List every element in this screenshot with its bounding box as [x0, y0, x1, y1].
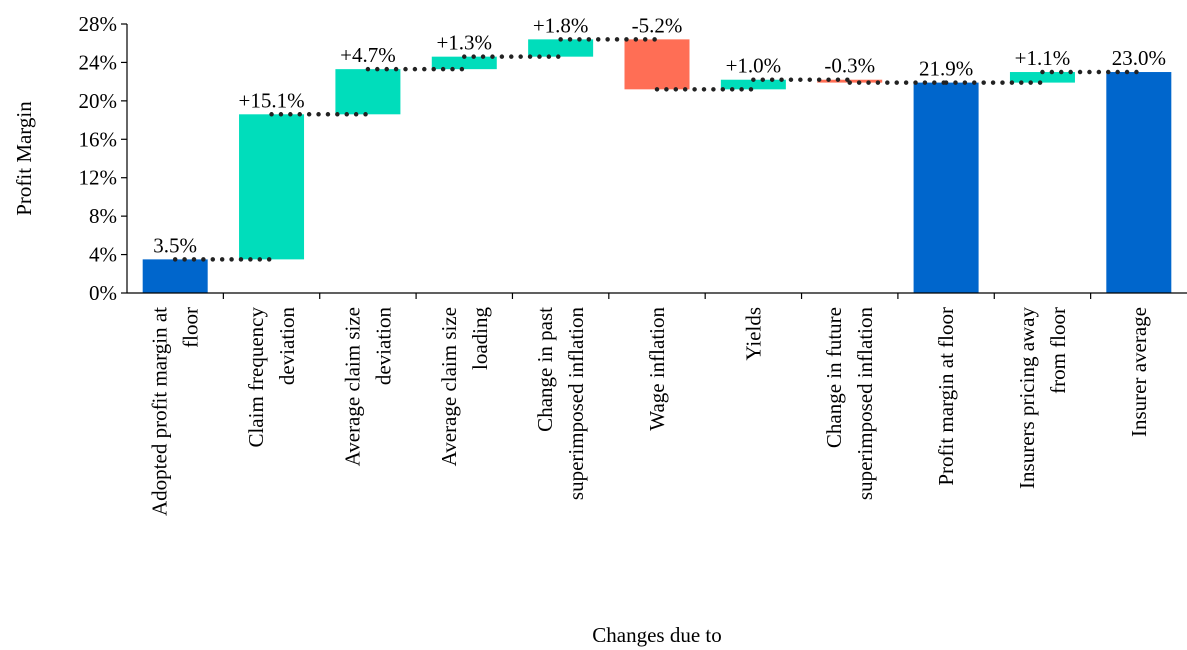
category-label-line: floor [179, 307, 203, 348]
category-label-line: Wage inflation [645, 307, 669, 431]
category-label-line: Profit margin at floor [934, 307, 958, 486]
value-labels-layer: 3.5% +15.1% +4.7% +1.3% +1.8% -5.2% +1.0% -0.3%… [153, 13, 1166, 257]
category-label-line: superimposed inflation [564, 307, 588, 501]
category-label-line: Average claim size [340, 307, 364, 466]
x-ticks-layer [222, 293, 1092, 299]
axes-layer [126, 24, 1187, 294]
bar-value-label: -5.2% [632, 13, 683, 37]
category-label-line: Insurers pricing away [1015, 307, 1039, 489]
category-label: Claim frequency deviation [244, 307, 299, 448]
bar-value-label: +4.7% [340, 43, 396, 67]
category-label: Wage inflation [645, 307, 669, 431]
bar-increase [239, 114, 305, 260]
bar-increase [335, 69, 401, 115]
category-label-line: Insurer average [1127, 307, 1151, 437]
category-label-line: superimposed inflation [853, 307, 877, 501]
bar-increase [431, 56, 497, 70]
bar-value-label: +15.1% [238, 88, 304, 112]
bar-total [1106, 72, 1172, 294]
category-label-line: loading [468, 307, 492, 370]
bar-total [913, 82, 979, 293]
bar-value-label: -0.3% [824, 54, 875, 78]
y-tick-label: 20% [79, 89, 118, 113]
bar-increase [1009, 72, 1075, 83]
category-label-line: Adopted profit margin at [148, 307, 172, 516]
y-ticks-layer: 0% 4% 8% 12% 16% 20% 24% 28% [79, 12, 127, 305]
category-label: Insurers pricing away from floor [1015, 307, 1070, 489]
category-label-line: Yields [741, 307, 765, 361]
y-tick-label: 12% [79, 166, 118, 190]
y-tick-label: 8% [89, 204, 117, 228]
category-label: Profit margin at floor [934, 307, 958, 486]
bar-value-label: +1.8% [533, 13, 589, 37]
bar-value-label: 21.9% [919, 57, 973, 81]
bar-total [142, 259, 208, 293]
category-label-line: Average claim size [437, 307, 461, 466]
connectors-layer [172, 37, 1142, 262]
y-tick-label: 0% [89, 281, 117, 305]
y-tick-label: 24% [79, 50, 118, 74]
category-label: Change in future superimposed inflation [822, 307, 877, 501]
category-label-line: deviation [371, 307, 395, 386]
category-label-line: deviation [275, 307, 299, 386]
bar-value-label: +1.3% [436, 31, 492, 55]
bar-increase [528, 39, 594, 57]
y-tick-label: 28% [79, 12, 118, 36]
category-label-line: Change in past [533, 307, 557, 432]
category-label: Adopted profit margin at floor [148, 307, 203, 516]
bar-value-label: +1.1% [1015, 46, 1071, 70]
category-label: Insurer average [1127, 307, 1151, 437]
category-label-line: from floor [1046, 307, 1070, 394]
category-label: Average claim size loading [437, 307, 492, 467]
bar-decrease [624, 39, 690, 90]
bar-value-label: 3.5% [153, 233, 197, 257]
category-label-line: Change in future [822, 307, 846, 448]
x-axis-title: Changes due to [592, 623, 721, 647]
category-label: Change in past superimposed inflation [533, 307, 588, 501]
bar-value-label: +1.0% [726, 54, 782, 78]
y-axis-title: Profit Margin [12, 101, 36, 216]
category-labels-layer: Adopted profit margin at floor Claim frequ… [148, 307, 1151, 516]
category-label: Average claim size deviation [340, 307, 395, 467]
y-tick-label: 16% [79, 127, 118, 151]
category-label-line: Claim frequency [244, 307, 268, 448]
bar-increase [720, 79, 786, 90]
bars-layer [142, 39, 1172, 294]
y-tick-label: 4% [89, 243, 117, 267]
category-label: Yields [741, 307, 765, 361]
bar-value-label: 23.0% [1112, 46, 1166, 70]
